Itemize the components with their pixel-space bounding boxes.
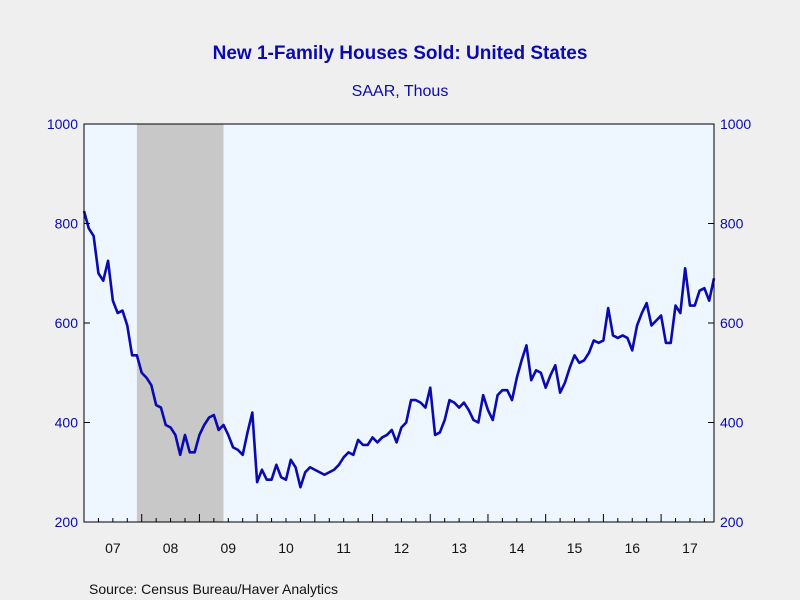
chart-subtitle: SAAR, Thous [352,83,449,100]
series-line [82,210,716,489]
y-tick-label-right: 400 [720,415,744,431]
x-tick-label: 14 [509,540,525,556]
y-tick-label-right: 600 [720,315,744,331]
y-tick-label-left: 800 [55,216,79,232]
x-tick-label: 16 [624,540,640,556]
y-tick-label-right: 800 [720,216,744,232]
y-tick-label-right: 1000 [720,116,751,132]
x-tick-label: 17 [682,540,698,556]
y-tick-label-right: 200 [720,514,744,530]
x-tick-label: 11 [336,540,351,556]
recession-band [136,124,224,522]
x-tick-label: 12 [394,540,410,556]
y-tick-label-left: 600 [55,315,79,331]
x-tick-label: 08 [163,540,179,556]
x-tick-label: 07 [105,540,121,556]
x-tick-label: 09 [220,540,236,556]
y-tick-label-left: 400 [55,415,79,431]
y-tick-label-left: 200 [55,514,79,530]
x-tick-label: 15 [567,540,583,556]
source-note: Source: Census Bureau/Haver Analytics [89,581,338,597]
x-tick-label: 10 [278,540,294,556]
x-tick-label: 13 [451,540,467,556]
chart-title: New 1-Family Houses Sold: United States [213,43,588,64]
y-tick-label-left: 1000 [47,116,78,132]
